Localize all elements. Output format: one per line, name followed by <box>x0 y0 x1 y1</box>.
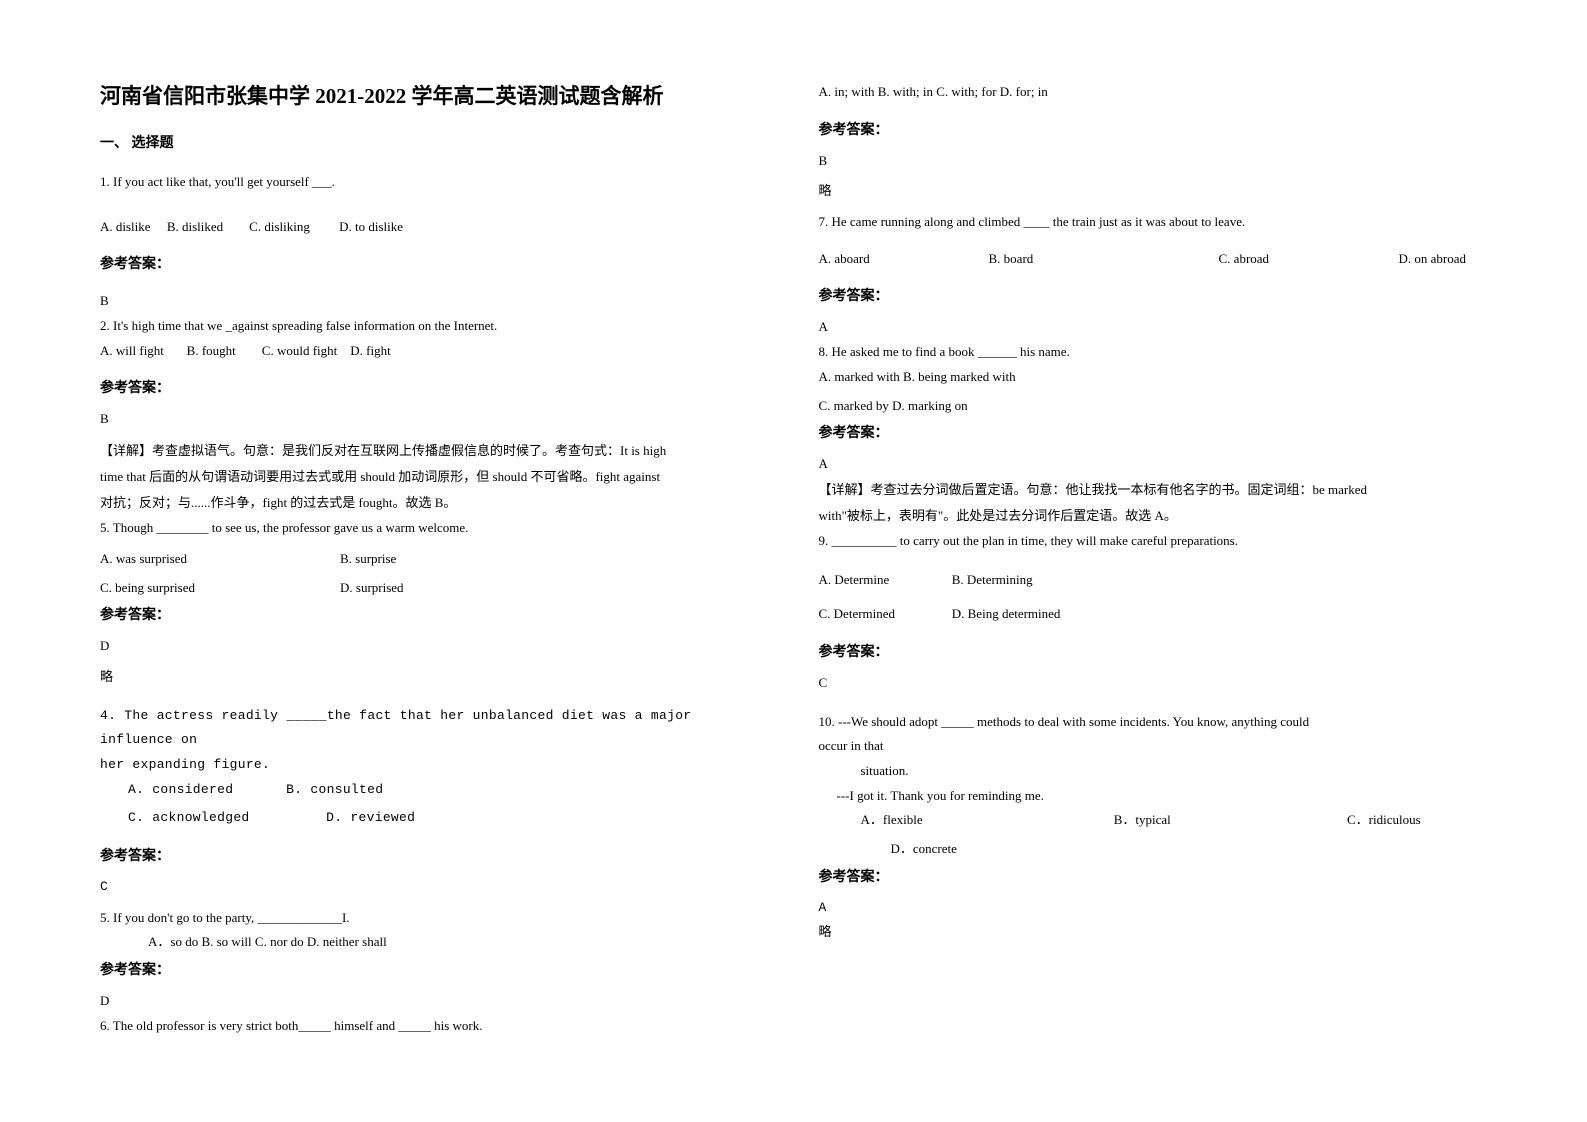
q1-opt-c: C. disliking <box>249 219 310 234</box>
answer-label: 参考答案： <box>100 959 759 979</box>
left-column: 河南省信阳市张集中学 2021-2022 学年高二英语测试题含解析 一、 选择题… <box>100 80 799 1038</box>
section-header: 一、 选择题 <box>100 132 759 152</box>
q8-explain-1: 【详解】考查过去分词做后置定语。句意：他让我找一本标有他名字的书。固定词组：be… <box>819 477 1478 503</box>
q5-answer: D <box>100 989 759 1014</box>
q10-opt-d: D．concrete <box>819 837 1478 862</box>
q2-opt-b: B. fought <box>187 343 236 358</box>
q3-options-row2: C. being surprised D. surprised <box>100 576 759 601</box>
q10-answer: A <box>819 896 1478 921</box>
q8-explain-2: with"被标上，表明有"。此处是过去分词作后置定语。故选 A。 <box>819 503 1478 529</box>
q6-options: A. in; with B. with; in C. with; for D. … <box>819 80 1478 105</box>
q4-opt-d: D. reviewed <box>326 810 415 825</box>
q10-options-row1: A．flexible B．typical C．ridiculous <box>819 808 1478 833</box>
q5-stem: 5. If you don't go to the party, _______… <box>100 906 759 931</box>
q1-opt-a: A. dislike <box>100 219 151 234</box>
q7-options: A. aboard B. board C. abroad D. on abroa… <box>819 247 1478 272</box>
q8-stem: 8. He asked me to find a book ______ his… <box>819 340 1478 365</box>
q4-opt-a: A. considered <box>128 778 278 803</box>
q7-stem: 7. He came running along and climbed ___… <box>819 210 1478 235</box>
q2-options: A. will fight B. fought C. would fight D… <box>100 339 759 364</box>
answer-label: 参考答案： <box>819 866 1478 886</box>
answer-label: 参考答案： <box>100 604 759 624</box>
q9-answer: C <box>819 671 1478 696</box>
q10-opt-b: B．typical <box>1114 808 1344 833</box>
q3-opt-a: A. was surprised <box>100 547 340 572</box>
right-column: A. in; with B. with; in C. with; for D. … <box>799 80 1498 1038</box>
answer-label: 参考答案： <box>819 422 1478 442</box>
q9-opt-b: B. Determining <box>952 572 1033 587</box>
q6-answer: B <box>819 149 1478 174</box>
q4-opt-b: B. consulted <box>286 782 383 797</box>
q7-answer: A <box>819 315 1478 340</box>
q6-stem: 6. The old professor is very strict both… <box>100 1014 759 1039</box>
answer-label: 参考答案： <box>100 377 759 397</box>
q9-opt-d: D. Being determined <box>952 606 1061 621</box>
q4-stem-2: her expanding figure. <box>100 753 759 778</box>
answer-label: 参考答案： <box>819 641 1478 661</box>
document-title: 河南省信阳市张集中学 2021-2022 学年高二英语测试题含解析 <box>100 80 759 110</box>
q1-opt-b: B. disliked <box>167 219 223 234</box>
q10-skip: 略 <box>819 920 1478 945</box>
q9-opt-a: A. Determine <box>819 568 949 593</box>
q2-opt-c: C. would fight <box>262 343 337 358</box>
q2-opt-d: D. fight <box>350 343 390 358</box>
q2-explain-1: 【详解】考查虚拟语气。句意：是我们反对在互联网上传播虚假信息的时候了。考查句式：… <box>100 438 759 464</box>
q3-opt-d: D. surprised <box>340 576 404 601</box>
q8-options-cd: C. marked by D. marking on <box>819 394 1478 419</box>
q4-opt-c: C. acknowledged <box>128 806 318 831</box>
q10-stem-2: occur in that <box>819 734 1478 759</box>
q10-stem-3: situation. <box>819 759 1478 784</box>
q3-skip: 略 <box>100 665 759 690</box>
q7-opt-d: D. on abroad <box>1399 247 1467 272</box>
q2-stem: 2. It's high time that we _against sprea… <box>100 314 759 339</box>
q6-skip: 略 <box>819 179 1478 204</box>
page-container: 河南省信阳市张集中学 2021-2022 学年高二英语测试题含解析 一、 选择题… <box>0 0 1587 1078</box>
answer-label: 参考答案： <box>100 253 759 273</box>
q3-stem: 5. Though ________ to see us, the profes… <box>100 516 759 541</box>
q10-opt-c: C．ridiculous <box>1347 812 1421 827</box>
q1-answer: B <box>100 289 759 314</box>
q3-options-row1: A. was surprised B. surprise <box>100 547 759 572</box>
q7-opt-a: A. aboard <box>819 247 989 272</box>
q10-stem-1: 10. ---We should adopt _____ methods to … <box>819 710 1478 735</box>
answer-label: 参考答案： <box>100 845 759 865</box>
q4-options-row1: A. considered B. consulted <box>100 778 759 803</box>
q8-options-ab: A. marked with B. being marked with <box>819 365 1478 390</box>
q3-opt-c: C. being surprised <box>100 576 340 601</box>
q9-opt-c: C. Determined <box>819 602 949 627</box>
answer-label: 参考答案： <box>819 285 1478 305</box>
q4-stem-1: 4. The actress readily _____the fact tha… <box>100 704 759 753</box>
q7-opt-c: C. abroad <box>1219 247 1399 272</box>
answer-label: 参考答案： <box>819 119 1478 139</box>
q9-stem: 9. __________ to carry out the plan in t… <box>819 529 1478 554</box>
q4-answer: C <box>100 875 759 900</box>
q5-options: A．so do B. so will C. nor do D. neither … <box>100 930 759 955</box>
q8-answer: A <box>819 452 1478 477</box>
q2-opt-a: A. will fight <box>100 343 164 358</box>
q10-stem-4: ---I got it. Thank you for reminding me. <box>819 784 1478 809</box>
q1-opt-d: D. to dislike <box>339 219 403 234</box>
q1-stem: 1. If you act like that, you'll get your… <box>100 170 759 195</box>
q9-options-row2: C. Determined D. Being determined <box>819 602 1478 627</box>
q10-opt-a: A．flexible <box>861 808 1111 833</box>
q4-options-row2: C. acknowledged D. reviewed <box>100 806 759 831</box>
q9-options-row1: A. Determine B. Determining <box>819 568 1478 593</box>
q3-opt-b: B. surprise <box>340 547 396 572</box>
q3-answer: D <box>100 634 759 659</box>
q2-explain-3: 对抗；反对；与......作斗争，fight 的过去式是 fought。故选 B… <box>100 490 759 516</box>
q1-options: A. dislike B. disliked C. disliking D. t… <box>100 215 759 240</box>
q2-explain-2: time that 后面的从句谓语动词要用过去式或用 should 加动词原形，… <box>100 464 759 490</box>
q2-answer: B <box>100 407 759 432</box>
q7-opt-b: B. board <box>989 247 1219 272</box>
